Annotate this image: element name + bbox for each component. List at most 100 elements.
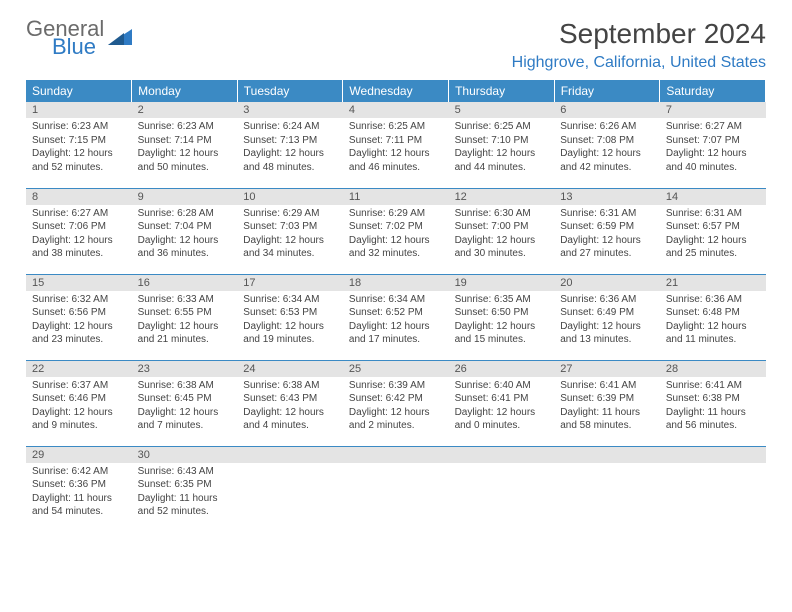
day-number: 7 <box>660 102 766 118</box>
day-details: Sunrise: 6:36 AMSunset: 6:48 PMDaylight:… <box>660 291 766 351</box>
day-details: Sunrise: 6:33 AMSunset: 6:55 PMDaylight:… <box>132 291 238 351</box>
calendar-day-cell: 5Sunrise: 6:25 AMSunset: 7:10 PMDaylight… <box>449 102 555 188</box>
day-number: 16 <box>132 275 238 291</box>
calendar-week-row: 1Sunrise: 6:23 AMSunset: 7:15 PMDaylight… <box>26 102 766 188</box>
logo-triangle-icon <box>108 27 134 51</box>
calendar-day-cell: 9Sunrise: 6:28 AMSunset: 7:04 PMDaylight… <box>132 188 238 274</box>
day-details: Sunrise: 6:30 AMSunset: 7:00 PMDaylight:… <box>449 205 555 265</box>
day-number: 6 <box>554 102 660 118</box>
day-details: Sunrise: 6:40 AMSunset: 6:41 PMDaylight:… <box>449 377 555 437</box>
day-details: Sunrise: 6:27 AMSunset: 7:06 PMDaylight:… <box>26 205 132 265</box>
day-details: Sunrise: 6:31 AMSunset: 6:59 PMDaylight:… <box>554 205 660 265</box>
day-details: Sunrise: 6:41 AMSunset: 6:39 PMDaylight:… <box>554 377 660 437</box>
day-number: 15 <box>26 275 132 291</box>
calendar-day-cell: 13Sunrise: 6:31 AMSunset: 6:59 PMDayligh… <box>554 188 660 274</box>
calendar-day-cell: 14Sunrise: 6:31 AMSunset: 6:57 PMDayligh… <box>660 188 766 274</box>
day-details: Sunrise: 6:34 AMSunset: 6:53 PMDaylight:… <box>237 291 343 351</box>
calendar-day-cell: 10Sunrise: 6:29 AMSunset: 7:03 PMDayligh… <box>237 188 343 274</box>
day-number: 29 <box>26 447 132 463</box>
logo-blue: Blue <box>52 36 96 58</box>
calendar-empty-cell <box>237 446 343 532</box>
day-details: Sunrise: 6:36 AMSunset: 6:49 PMDaylight:… <box>554 291 660 351</box>
day-number: 28 <box>660 361 766 377</box>
day-details: Sunrise: 6:38 AMSunset: 6:45 PMDaylight:… <box>132 377 238 437</box>
weekday-header: Thursday <box>449 80 555 102</box>
day-details: Sunrise: 6:32 AMSunset: 6:56 PMDaylight:… <box>26 291 132 351</box>
day-number: 25 <box>343 361 449 377</box>
day-number: 8 <box>26 189 132 205</box>
day-details: Sunrise: 6:27 AMSunset: 7:07 PMDaylight:… <box>660 118 766 178</box>
day-number: 14 <box>660 189 766 205</box>
calendar-day-cell: 15Sunrise: 6:32 AMSunset: 6:56 PMDayligh… <box>26 274 132 360</box>
weekday-header-row: SundayMondayTuesdayWednesdayThursdayFrid… <box>26 80 766 102</box>
day-number: 30 <box>132 447 238 463</box>
day-details: Sunrise: 6:34 AMSunset: 6:52 PMDaylight:… <box>343 291 449 351</box>
day-details: Sunrise: 6:29 AMSunset: 7:02 PMDaylight:… <box>343 205 449 265</box>
day-number: 12 <box>449 189 555 205</box>
day-number: 26 <box>449 361 555 377</box>
calendar-day-cell: 17Sunrise: 6:34 AMSunset: 6:53 PMDayligh… <box>237 274 343 360</box>
day-details: Sunrise: 6:29 AMSunset: 7:03 PMDaylight:… <box>237 205 343 265</box>
calendar-week-row: 8Sunrise: 6:27 AMSunset: 7:06 PMDaylight… <box>26 188 766 274</box>
calendar-day-cell: 20Sunrise: 6:36 AMSunset: 6:49 PMDayligh… <box>554 274 660 360</box>
day-details: Sunrise: 6:24 AMSunset: 7:13 PMDaylight:… <box>237 118 343 178</box>
day-details: Sunrise: 6:28 AMSunset: 7:04 PMDaylight:… <box>132 205 238 265</box>
calendar-day-cell: 7Sunrise: 6:27 AMSunset: 7:07 PMDaylight… <box>660 102 766 188</box>
calendar-empty-cell <box>554 446 660 532</box>
day-details: Sunrise: 6:38 AMSunset: 6:43 PMDaylight:… <box>237 377 343 437</box>
day-details: Sunrise: 6:25 AMSunset: 7:11 PMDaylight:… <box>343 118 449 178</box>
day-number: 1 <box>26 102 132 118</box>
calendar-day-cell: 29Sunrise: 6:42 AMSunset: 6:36 PMDayligh… <box>26 446 132 532</box>
calendar-day-cell: 4Sunrise: 6:25 AMSunset: 7:11 PMDaylight… <box>343 102 449 188</box>
day-details: Sunrise: 6:25 AMSunset: 7:10 PMDaylight:… <box>449 118 555 178</box>
month-title: September 2024 <box>512 18 766 50</box>
calendar-day-cell: 11Sunrise: 6:29 AMSunset: 7:02 PMDayligh… <box>343 188 449 274</box>
day-details: Sunrise: 6:37 AMSunset: 6:46 PMDaylight:… <box>26 377 132 437</box>
weekday-header: Friday <box>554 80 660 102</box>
calendar-day-cell: 2Sunrise: 6:23 AMSunset: 7:14 PMDaylight… <box>132 102 238 188</box>
day-number: 23 <box>132 361 238 377</box>
calendar-day-cell: 28Sunrise: 6:41 AMSunset: 6:38 PMDayligh… <box>660 360 766 446</box>
day-details: Sunrise: 6:26 AMSunset: 7:08 PMDaylight:… <box>554 118 660 178</box>
day-details: Sunrise: 6:31 AMSunset: 6:57 PMDaylight:… <box>660 205 766 265</box>
day-details: Sunrise: 6:35 AMSunset: 6:50 PMDaylight:… <box>449 291 555 351</box>
calendar-day-cell: 30Sunrise: 6:43 AMSunset: 6:35 PMDayligh… <box>132 446 238 532</box>
calendar-day-cell: 22Sunrise: 6:37 AMSunset: 6:46 PMDayligh… <box>26 360 132 446</box>
calendar-empty-cell <box>343 446 449 532</box>
day-number: 20 <box>554 275 660 291</box>
calendar-week-row: 15Sunrise: 6:32 AMSunset: 6:56 PMDayligh… <box>26 274 766 360</box>
calendar-table: SundayMondayTuesdayWednesdayThursdayFrid… <box>26 80 766 532</box>
calendar-empty-cell <box>449 446 555 532</box>
calendar-week-row: 22Sunrise: 6:37 AMSunset: 6:46 PMDayligh… <box>26 360 766 446</box>
calendar-day-cell: 1Sunrise: 6:23 AMSunset: 7:15 PMDaylight… <box>26 102 132 188</box>
calendar-day-cell: 19Sunrise: 6:35 AMSunset: 6:50 PMDayligh… <box>449 274 555 360</box>
location: Highgrove, California, United States <box>512 54 766 72</box>
calendar-day-cell: 16Sunrise: 6:33 AMSunset: 6:55 PMDayligh… <box>132 274 238 360</box>
calendar-empty-cell <box>660 446 766 532</box>
day-details: Sunrise: 6:43 AMSunset: 6:35 PMDaylight:… <box>132 463 238 523</box>
day-number: 19 <box>449 275 555 291</box>
day-number: 11 <box>343 189 449 205</box>
calendar-week-row: 29Sunrise: 6:42 AMSunset: 6:36 PMDayligh… <box>26 446 766 532</box>
calendar-day-cell: 24Sunrise: 6:38 AMSunset: 6:43 PMDayligh… <box>237 360 343 446</box>
calendar-day-cell: 6Sunrise: 6:26 AMSunset: 7:08 PMDaylight… <box>554 102 660 188</box>
day-number: 9 <box>132 189 238 205</box>
calendar-day-cell: 23Sunrise: 6:38 AMSunset: 6:45 PMDayligh… <box>132 360 238 446</box>
day-number: 17 <box>237 275 343 291</box>
calendar-day-cell: 25Sunrise: 6:39 AMSunset: 6:42 PMDayligh… <box>343 360 449 446</box>
day-details: Sunrise: 6:42 AMSunset: 6:36 PMDaylight:… <box>26 463 132 523</box>
day-number: 3 <box>237 102 343 118</box>
day-number: 21 <box>660 275 766 291</box>
calendar-day-cell: 21Sunrise: 6:36 AMSunset: 6:48 PMDayligh… <box>660 274 766 360</box>
weekday-header: Wednesday <box>343 80 449 102</box>
calendar-day-cell: 8Sunrise: 6:27 AMSunset: 7:06 PMDaylight… <box>26 188 132 274</box>
calendar-day-cell: 26Sunrise: 6:40 AMSunset: 6:41 PMDayligh… <box>449 360 555 446</box>
calendar-day-cell: 12Sunrise: 6:30 AMSunset: 7:00 PMDayligh… <box>449 188 555 274</box>
day-number: 24 <box>237 361 343 377</box>
title-block: September 2024 Highgrove, California, Un… <box>512 18 766 72</box>
calendar-day-cell: 18Sunrise: 6:34 AMSunset: 6:52 PMDayligh… <box>343 274 449 360</box>
day-number: 27 <box>554 361 660 377</box>
day-details: Sunrise: 6:23 AMSunset: 7:14 PMDaylight:… <box>132 118 238 178</box>
header: General Blue September 2024 Highgrove, C… <box>26 18 766 72</box>
weekday-header: Sunday <box>26 80 132 102</box>
